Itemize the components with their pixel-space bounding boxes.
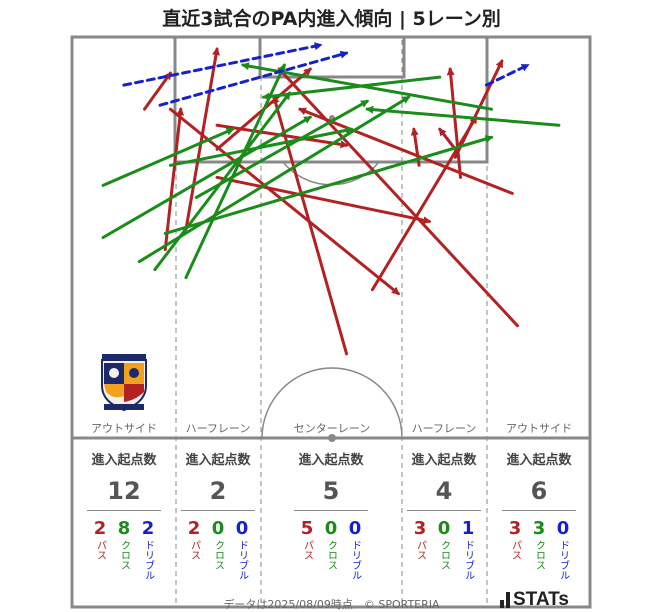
pass-arrow-7: [163, 107, 185, 252]
chart-title: 直近3試合のPA内進入傾向 | 5レーン別: [162, 8, 501, 30]
stat-pass-count: 2: [187, 518, 201, 539]
stats-bars-icon: [500, 592, 510, 608]
lane-label-center: センターレーン: [294, 422, 370, 435]
stat-pass-label: パス: [414, 540, 426, 560]
stat-divider: [407, 510, 481, 511]
stat-cross-label: クロス: [118, 540, 130, 570]
stat-pass-label: パス: [301, 540, 313, 560]
cross-arrow-10: [365, 105, 561, 127]
lane-stat-outside-right: 進入起点数 6 3 パス 3 クロス 0 ドリブル: [496, 450, 582, 580]
stat-pass-label: パス: [509, 540, 521, 560]
stat-pass-count: 2: [93, 518, 107, 539]
stat-pass-count: 5: [300, 518, 314, 539]
cross-arrow-6: [168, 126, 354, 167]
stat-dribble-label: ドリブル: [142, 540, 154, 580]
stat-header: 進入起点数: [411, 453, 477, 468]
pass-arrow-4: [215, 175, 432, 225]
lane-label-outside-left: アウトサイド: [91, 422, 157, 435]
stat-total: 12: [107, 477, 141, 505]
pitch-lines: [70, 35, 592, 609]
stats-brand-text: STATs: [513, 589, 569, 610]
pass-arrow-9: [446, 67, 462, 179]
stat-pass-count: 3: [413, 518, 427, 539]
stat-divider: [87, 510, 161, 511]
arrows-layer: [101, 42, 561, 356]
stat-divider: [181, 510, 255, 511]
stat-dribble-count: 1: [461, 518, 475, 539]
stat-total: 4: [435, 477, 453, 505]
stat-cross-label: クロス: [438, 540, 450, 570]
lane-labels: アウトサイド ハーフレーン センターレーン ハーフレーン アウトサイド: [91, 422, 572, 435]
stat-dribble-label: ドリブル: [462, 540, 474, 580]
lane-stat-outside-left: 進入起点数 12 2 パス 8 クロス 2 ドリブル: [81, 450, 167, 580]
stat-total: 6: [530, 477, 548, 505]
stat-cross-label: クロス: [533, 540, 545, 570]
cross-arrow-2: [101, 115, 313, 239]
pass-arrow-15: [298, 107, 514, 195]
lane-dividers: [175, 40, 488, 607]
stat-total: 5: [322, 477, 340, 505]
stat-cross-label: クロス: [212, 540, 224, 570]
stat-header: 進入起点数: [91, 453, 157, 468]
pass-arrow-2: [271, 95, 349, 356]
stat-cross-count: 0: [437, 518, 451, 539]
stats-brand-logo: STATs: [500, 589, 569, 611]
stat-dribble-label: ドリブル: [349, 540, 361, 580]
pass-arrow-10: [438, 127, 457, 151]
dribble-arrow-2: [158, 50, 349, 107]
cross-arrow-9: [261, 75, 442, 101]
stat-pass-label: パス: [188, 540, 200, 560]
pass-arrow-1: [143, 71, 172, 111]
cross-arrow-1: [101, 127, 235, 187]
dribble-arrow-3: [484, 63, 530, 87]
stat-pass-label: パス: [94, 540, 106, 560]
stat-dribble-label: ドリブル: [557, 540, 569, 580]
stat-pass-count: 3: [508, 518, 522, 539]
team-crest-logo: [101, 354, 147, 412]
lane-stat-half-right: 進入起点数 4 3 パス 0 クロス 1 ドリブル: [401, 450, 487, 580]
stat-divider: [294, 510, 368, 511]
dribble-arrow-1: [122, 42, 323, 87]
pass-arrow-3: [184, 47, 220, 231]
lane-label-half-left: ハーフレーン: [186, 422, 251, 435]
stat-header: 進入起点数: [506, 453, 572, 468]
stat-cross-count: 0: [324, 518, 338, 539]
stat-divider: [502, 510, 576, 511]
pass-arrow-12: [277, 67, 519, 328]
center-circle: [261, 367, 403, 439]
stat-cross-label: クロス: [325, 540, 337, 570]
lane-stat-half-left: 進入起点数 2 2 パス 0 クロス 0 ドリブル: [175, 450, 261, 580]
center-spot: [328, 434, 336, 442]
stat-cross-count: 0: [211, 518, 225, 539]
stat-cross-count: 8: [117, 518, 131, 539]
lane-label-half-right: ハーフレーン: [412, 422, 477, 435]
stat-dribble-label: ドリブル: [236, 540, 248, 580]
cross-arrow-3: [137, 95, 411, 264]
lane-stat-center: 進入起点数 5 5 パス 0 クロス 0 ドリブル: [288, 450, 374, 580]
cross-arrow-8: [184, 63, 286, 280]
cross-arrow-5: [163, 135, 494, 235]
cross-arrow-11: [240, 62, 494, 111]
cross-arrow-7: [194, 99, 370, 199]
stat-cross-count: 3: [532, 518, 546, 539]
stat-dribble-count: 2: [141, 518, 155, 539]
stat-dribble-count: 0: [235, 518, 249, 539]
stat-header: 進入起点数: [298, 453, 364, 468]
data-timestamp-footer: データは2025/08/09時点 © SPORTERIA: [223, 598, 440, 611]
stat-dribble-count: 0: [348, 518, 362, 539]
lane-label-outside-right: アウトサイド: [506, 422, 572, 435]
stat-dribble-count: 0: [556, 518, 570, 539]
stat-header: 進入起点数: [185, 453, 251, 468]
stat-total: 2: [209, 477, 227, 505]
